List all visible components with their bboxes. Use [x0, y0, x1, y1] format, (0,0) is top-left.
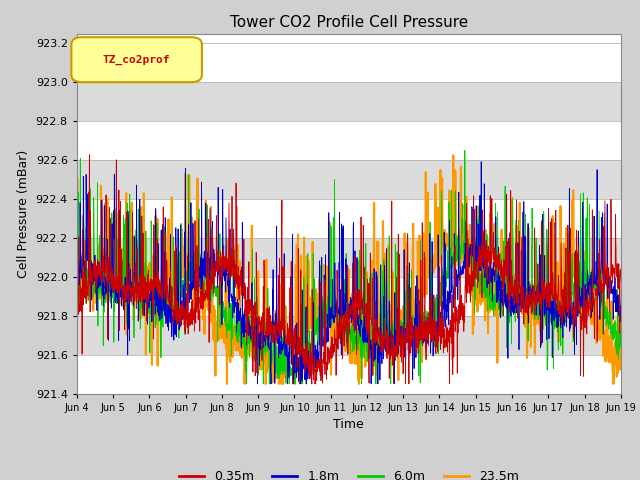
Legend: 0.35m, 1.8m, 6.0m, 23.5m: 0.35m, 1.8m, 6.0m, 23.5m: [173, 465, 524, 480]
Y-axis label: Cell Pressure (mBar): Cell Pressure (mBar): [17, 149, 30, 278]
Bar: [77, 43, 621, 82]
Bar: [77, 238, 621, 277]
Bar: [77, 277, 621, 316]
Bar: [77, 160, 621, 199]
Bar: [77, 121, 621, 160]
Title: Tower CO2 Profile Cell Pressure: Tower CO2 Profile Cell Pressure: [230, 15, 468, 30]
Bar: [77, 316, 621, 355]
Bar: [77, 82, 621, 121]
FancyBboxPatch shape: [72, 37, 202, 82]
Bar: [77, 199, 621, 238]
X-axis label: Time: Time: [333, 418, 364, 431]
Bar: [77, 355, 621, 394]
Text: TZ_co2prof: TZ_co2prof: [103, 54, 170, 65]
